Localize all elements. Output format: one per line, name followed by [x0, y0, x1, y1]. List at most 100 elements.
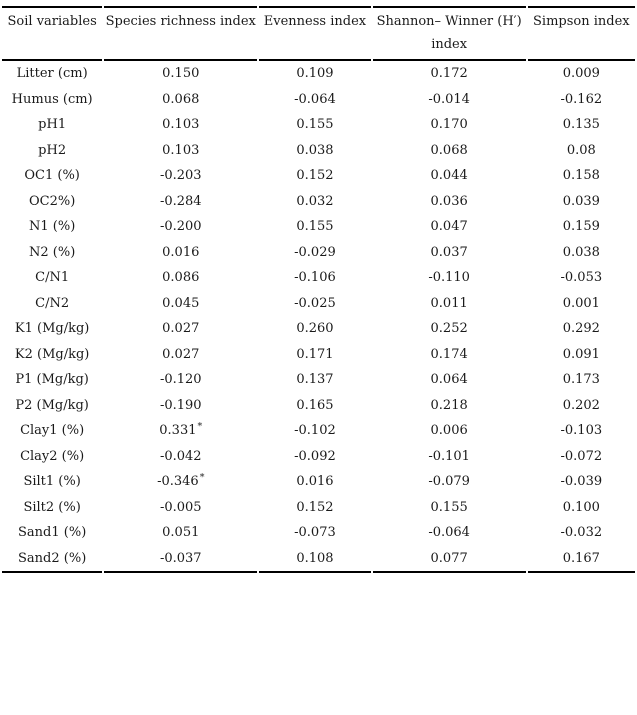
row-label: pH1: [38, 117, 67, 132]
value-cell: 0.292: [562, 321, 600, 336]
table-row: P1 (Mg/kg) -0.120 0.137 0.064 0.173: [2, 367, 635, 393]
value-cell: 0.155: [296, 219, 334, 234]
table-row: Clay1 (%) 0.331* -0.102 0.006 -0.103: [2, 418, 635, 444]
table-row: pH1 0.103 0.155 0.170 0.135: [2, 112, 635, 138]
value-cell: 0.174: [430, 346, 468, 362]
value-cell: 0.036: [430, 193, 468, 209]
row-label: C/N2: [35, 295, 70, 311]
table-row: Clay2 (%) -0.042 -0.092 -0.101 -0.072: [2, 444, 635, 470]
value-cell: -0.110: [428, 270, 470, 285]
value-cell: -0.042: [159, 448, 202, 464]
value-cell: 0.158: [562, 168, 600, 183]
value-cell: 0.001: [562, 295, 600, 311]
value-cell: 0.068: [430, 142, 468, 158]
row-label: Humus (cm): [11, 91, 93, 107]
value-cell: 0.331*: [159, 421, 203, 438]
value-cell: -0.064: [294, 91, 336, 107]
value-cell: -0.053: [560, 270, 603, 285]
value-cell: -0.025: [294, 295, 336, 311]
table-row: pH2 0.103 0.038 0.068 0.08: [2, 138, 635, 164]
table-row: P2 (Mg/kg) -0.190 0.165 0.218 0.202: [2, 393, 635, 419]
value-cell: -0.092: [294, 448, 336, 464]
row-label: Clay2 (%): [20, 448, 85, 464]
row-label: Silt2 (%): [23, 499, 81, 515]
value-cell: 0.165: [296, 397, 334, 413]
row-label: Litter (cm): [16, 66, 88, 81]
value-cell: -0.072: [560, 448, 603, 464]
value-cell: -0.190: [159, 397, 202, 413]
row-label: C/N1: [35, 270, 70, 285]
value-cell: 0.150: [162, 66, 200, 81]
row-label: Sand2 (%): [2, 546, 103, 573]
column-header: Simpson index: [527, 6, 635, 61]
value-cell: 0.173: [562, 372, 600, 387]
row-label: OC2%): [28, 193, 76, 209]
significance-star: *: [197, 421, 203, 432]
value-cell: 0.037: [430, 244, 468, 260]
value-cell: 0.171: [296, 346, 334, 362]
table-row: N2 (%) 0.016 -0.029 0.037 0.038: [2, 240, 635, 266]
table-row: N1 (%) -0.200 0.155 0.047 0.159: [2, 214, 635, 240]
value-cell: 0.103: [162, 117, 200, 132]
value-cell: -0.284: [159, 193, 202, 209]
row-label: N2 (%): [29, 244, 76, 260]
value-cell: 0.006: [430, 423, 468, 438]
table-row: Silt2 (%) -0.005 0.152 0.155 0.100: [2, 495, 635, 521]
value-cell: 0.068: [162, 91, 200, 107]
value-cell: 0.137: [296, 372, 334, 387]
row-label: OC1 (%): [24, 168, 80, 183]
value-cell: 0.064: [430, 372, 468, 387]
value-cell: 0.027: [162, 346, 200, 362]
value-cell: 0.091: [562, 346, 600, 362]
table-row: OC1 (%) -0.203 0.152 0.044 0.158: [2, 163, 635, 189]
value-cell: 0.109: [296, 66, 334, 81]
table-row: K2 (Mg/kg) 0.027 0.171 0.174 0.091: [2, 342, 635, 368]
row-label: pH2: [38, 142, 67, 158]
value-cell: -0.032: [560, 525, 603, 540]
row-label: Silt1 (%): [23, 474, 81, 489]
page: Soil variables Species richness index Even…: [0, 6, 637, 715]
value-cell: 0.086: [162, 270, 200, 285]
row-label: P1 (Mg/kg): [15, 372, 89, 387]
table-row: K1 (Mg/kg) 0.027 0.260 0.252 0.292: [2, 316, 635, 342]
column-header: Soil variables: [2, 6, 103, 61]
value-cell: 0.170: [430, 117, 468, 132]
value-cell: 0.038: [562, 244, 600, 260]
value-cell: -0.079: [428, 474, 470, 489]
value-cell: 0.172: [430, 66, 468, 81]
column-header: Species richness index: [104, 6, 258, 61]
table-row: Litter (cm) 0.150 0.109 0.172 0.009: [2, 61, 635, 87]
table-row: C/N2 0.045 -0.025 0.011 0.001: [2, 291, 635, 317]
column-header: Shannon– Winner (H′) index: [372, 6, 526, 61]
table-row: Sand2 (%) -0.037 0.108 0.077 0.167: [2, 546, 635, 573]
value-cell: 0.155: [430, 499, 468, 515]
value-cell: -0.120: [159, 372, 202, 387]
value-cell: -0.101: [428, 448, 470, 464]
value-cell: 0.108: [259, 546, 371, 573]
value-cell: 0.027: [162, 321, 200, 336]
value-cell: -0.162: [560, 91, 603, 107]
value-cell: 0.152: [296, 168, 334, 183]
row-label: Clay1 (%): [20, 423, 85, 438]
row-label: N1 (%): [29, 219, 76, 234]
column-header: Evenness index: [259, 6, 371, 61]
table-row: Silt1 (%) -0.346* 0.016 -0.079 -0.039: [2, 469, 635, 495]
value-cell: 0.077: [372, 546, 526, 573]
header-row: Soil variables Species richness index Even…: [2, 6, 635, 61]
value-cell: -0.073: [294, 525, 336, 540]
significance-star: *: [199, 472, 205, 483]
value-cell: 0.202: [562, 397, 600, 413]
table-row: OC2%) -0.284 0.032 0.036 0.039: [2, 189, 635, 215]
value-cell: -0.039: [560, 474, 603, 489]
table-header: Soil variables Species richness index Even…: [2, 6, 635, 61]
value-cell: 0.051: [162, 525, 200, 540]
value-cell: -0.203: [159, 168, 202, 183]
row-label: K1 (Mg/kg): [14, 321, 90, 336]
value-cell: 0.047: [430, 219, 468, 234]
value-cell: 0.08: [566, 142, 596, 158]
value-cell: 0.045: [162, 295, 200, 311]
value-cell: 0.009: [562, 66, 600, 81]
value-cell: -0.106: [294, 270, 336, 285]
value-cell: 0.032: [296, 193, 334, 209]
value-cell: 0.135: [562, 117, 600, 132]
